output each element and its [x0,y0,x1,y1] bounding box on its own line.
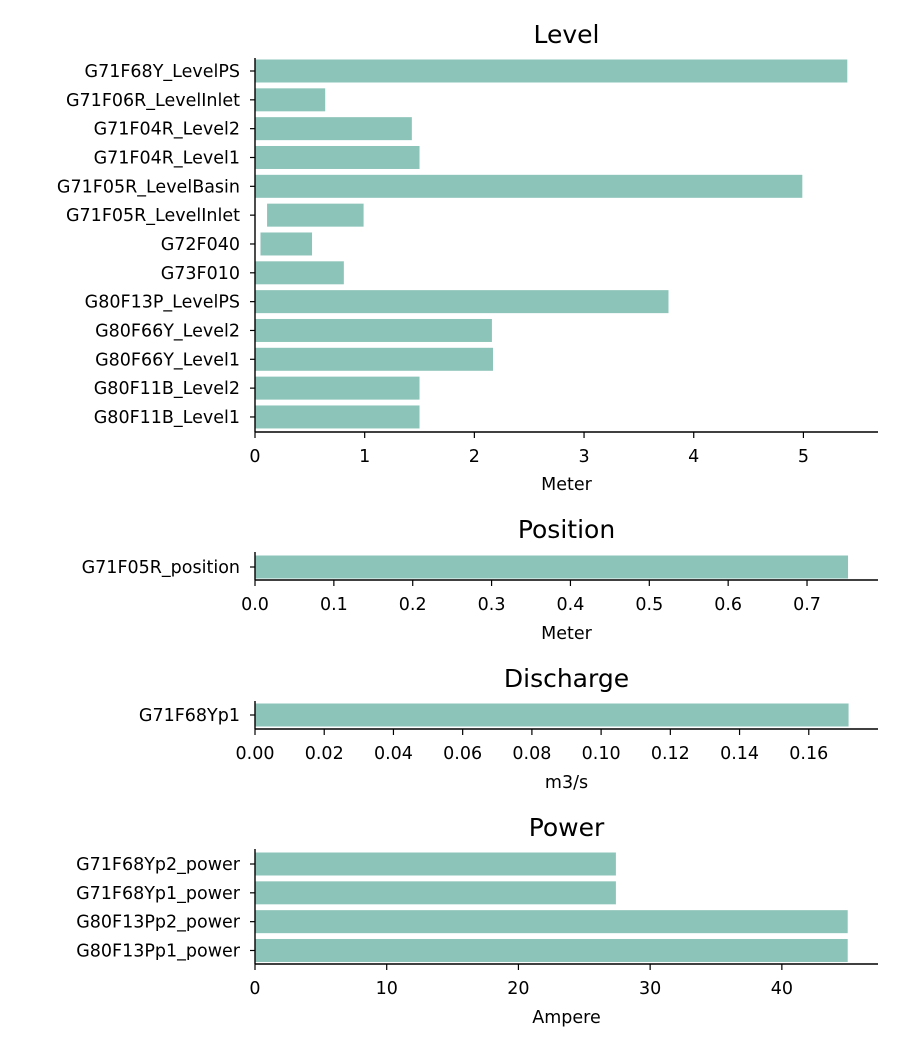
y-tick-label: G71F06R_LevelInlet [66,91,240,111]
x-tick-label: 0.7 [793,595,821,615]
bar [255,174,803,198]
y-tick-label: G72F040 [161,235,240,255]
chart-title: Power [529,813,605,842]
y-tick-label: G71F05R_position [82,558,240,578]
x-tick-label: 0.00 [236,744,275,764]
bar [255,910,848,934]
y-tick-label: G71F04R_Level1 [94,148,240,168]
bar [255,376,420,400]
chart-title: Position [518,515,615,544]
y-tick-label: G71F05R_LevelInlet [66,206,240,226]
y-tick-label: G80F11B_Level1 [94,408,240,428]
bar [255,318,492,342]
bar [255,703,849,727]
bar [255,852,616,876]
y-tick-label: G71F68Yp2_power [76,855,241,875]
x-tick-label: 10 [376,979,398,999]
y-tick-label: G80F13Pp1_power [76,941,241,961]
x-axis-label: m3/s [545,773,588,793]
y-tick-label: G73F010 [161,264,240,284]
bar [255,405,420,429]
x-tick-label: 0.12 [651,744,690,764]
x-tick-label: 0.16 [789,744,828,764]
bar [255,59,848,83]
x-tick-label: 0.10 [582,744,621,764]
chart-panel-discharge: G71F68Yp1 0.00 0.02 0.04 0.06 0.08 0.10 0.12 0.1… [139,664,878,793]
x-tick-label: 20 [507,979,529,999]
x-axis-label: Meter [541,475,592,495]
y-tick-label: G71F68Y_LevelPS [85,62,240,82]
y-tick-label: G71F68Yp1 [139,706,240,726]
chart-panel-level: G71F68Y_LevelPS G71F06R_LevelInlet G71F04R… [57,20,878,495]
x-tick-label: 0.6 [714,595,742,615]
x-tick-label: 0.4 [557,595,585,615]
chart-title: Level [534,20,600,49]
bar [255,261,344,285]
bar [255,145,420,169]
x-tick-label: 40 [771,979,793,999]
bar [255,881,616,905]
bar [255,347,494,371]
bar [255,938,848,962]
x-tick-label: 0.06 [443,744,482,764]
bar [260,232,313,256]
y-tick-label: G80F13Pp2_power [76,913,241,933]
x-axis-label: Meter [541,624,592,644]
chart-panel-power: G71F68Yp2_power G71F68Yp1_power G80F13Pp2_… [76,813,878,1028]
x-tick-label: 0 [249,447,260,467]
y-tick-label: G71F68Yp1_power [76,884,241,904]
bar [255,117,412,141]
x-tick-label: 0.08 [512,744,551,764]
x-tick-label: 30 [639,979,661,999]
y-tick-label: G80F66Y_Level1 [95,350,240,370]
bar [255,555,849,579]
x-tick-label: 5 [798,447,809,467]
x-tick-label: 2 [469,447,480,467]
x-tick-label: 4 [688,447,699,467]
y-tick-label: G80F11B_Level2 [94,379,240,399]
bar [255,88,326,112]
bar [267,203,364,227]
x-tick-label: 0.14 [720,744,759,764]
x-tick-label: 0.1 [320,595,348,615]
x-tick-label: 0 [249,979,260,999]
x-tick-label: 0.2 [399,595,427,615]
x-tick-label: 0.0 [241,595,269,615]
x-axis-label: Ampere [532,1008,600,1028]
x-tick-label: 0.3 [478,595,506,615]
x-tick-label: 0.04 [374,744,413,764]
chart-title: Discharge [504,664,629,693]
y-tick-label: G80F66Y_Level2 [95,321,240,341]
y-tick-label: G71F05R_LevelBasin [57,177,240,197]
x-tick-label: 3 [578,447,589,467]
bar [255,290,669,314]
x-tick-label: 1 [359,447,370,467]
y-tick-label: G80F13P_LevelPS [85,293,240,313]
x-tick-label: 0.5 [635,595,663,615]
y-tick-label: G71F04R_Level2 [94,120,240,140]
x-tick-label: 0.02 [305,744,344,764]
